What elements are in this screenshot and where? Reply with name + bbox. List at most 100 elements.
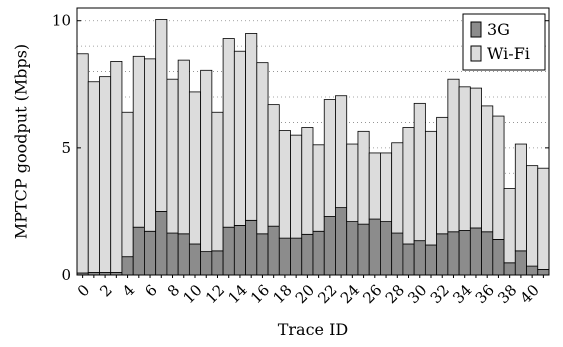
bar-3g [526, 265, 539, 276]
x-tick-label: 8 [164, 281, 183, 300]
bar-3g [391, 232, 404, 276]
bar-3g [413, 240, 426, 276]
bar-wifi [87, 81, 100, 273]
bar-wifi [335, 95, 348, 209]
bar-3g [492, 238, 505, 276]
bar-wifi [278, 130, 291, 239]
y-tick-label: 10 [52, 12, 71, 30]
bar-wifi [110, 61, 123, 273]
y-axis-label: MPTCP goodput (Mbps) [12, 44, 31, 239]
bar-3g [301, 233, 314, 276]
bars [76, 19, 550, 276]
legend-swatch-wifi [470, 45, 482, 62]
bar-3g [121, 256, 134, 276]
bar-3g [402, 243, 415, 276]
bar-wifi [211, 111, 224, 252]
bar-3g [447, 231, 460, 276]
bar-wifi [469, 87, 482, 229]
bar-wifi [144, 58, 157, 232]
bar-wifi [188, 91, 202, 245]
bar-wifi [447, 78, 460, 233]
bar-wifi [380, 152, 393, 222]
y-tick-label: 0 [61, 266, 71, 284]
legend: 3G Wi-Fi [462, 13, 546, 71]
bar-3g [278, 237, 291, 276]
bar-3g [222, 226, 235, 276]
bar-3g [481, 231, 494, 276]
bar-3g [155, 211, 168, 276]
bar-3g [188, 243, 202, 276]
bar-wifi [368, 152, 381, 220]
bar-3g [514, 250, 527, 276]
bar-3g [368, 218, 381, 276]
bar-wifi [312, 144, 325, 232]
bar-wifi [458, 86, 471, 231]
legend-label-wifi: Wi-Fi [487, 44, 530, 63]
bar-wifi [155, 19, 168, 212]
legend-swatch-3g [470, 21, 482, 38]
bar-3g [267, 225, 280, 276]
bar-3g [200, 251, 213, 276]
bar-wifi [99, 76, 112, 273]
bar-3g [245, 219, 258, 276]
bar-wifi [537, 167, 550, 270]
bar-wifi [346, 143, 359, 223]
bar-3g [335, 207, 348, 276]
x-tick-label: 2 [96, 281, 115, 300]
bar-wifi [245, 33, 258, 221]
bar-wifi [424, 130, 438, 246]
bar-3g [458, 230, 471, 276]
bar-3g [256, 233, 269, 276]
x-tick-label: 6 [141, 281, 160, 300]
bar-3g [424, 244, 438, 276]
bar-wifi [76, 53, 89, 274]
legend-label-3g: 3G [487, 20, 510, 39]
bar-3g [132, 226, 145, 276]
bar-wifi [121, 111, 134, 258]
bar-wifi [200, 69, 213, 253]
bar-wifi [323, 99, 336, 217]
bar-wifi [222, 38, 235, 228]
bar-3g [290, 237, 303, 276]
bar-wifi [526, 165, 539, 267]
bar-wifi [290, 134, 303, 239]
bar-wifi [391, 142, 404, 234]
bar-wifi [413, 102, 426, 242]
bar-3g [166, 232, 179, 276]
bar-3g [323, 216, 336, 276]
bar-wifi [503, 188, 516, 264]
bar-3g [503, 262, 516, 276]
bar-wifi [177, 59, 190, 235]
y-ticks: 0 5 10 [52, 12, 549, 284]
bar-wifi [233, 50, 246, 226]
bar-3g [144, 230, 157, 276]
bar-3g [346, 221, 359, 276]
bar-wifi [481, 105, 494, 233]
bar-wifi [357, 130, 370, 225]
bar-wifi [267, 104, 280, 227]
bar-wifi [166, 78, 179, 234]
bar-wifi [132, 55, 145, 228]
bar-3g [233, 225, 246, 276]
bar-3g [537, 269, 550, 276]
bar-wifi [402, 127, 415, 245]
bar-3g [211, 250, 224, 276]
x-axis-label: Trace ID [278, 320, 349, 339]
bar-3g [312, 230, 325, 276]
bar-wifi [301, 127, 314, 235]
bar-wifi [436, 116, 449, 235]
bar-wifi [256, 62, 269, 235]
bar-3g [469, 227, 482, 276]
bar-3g [436, 233, 449, 276]
x-tick-label: 40 [517, 281, 543, 307]
y-tick-label: 5 [61, 139, 71, 157]
x-tick-label: 4 [119, 281, 138, 300]
bar-3g [380, 221, 393, 276]
x-tick-label: 0 [74, 281, 93, 300]
bar-3g [177, 233, 190, 276]
bar-wifi [492, 115, 505, 240]
plot-frame [76, 7, 550, 276]
bar-wifi [514, 143, 527, 252]
